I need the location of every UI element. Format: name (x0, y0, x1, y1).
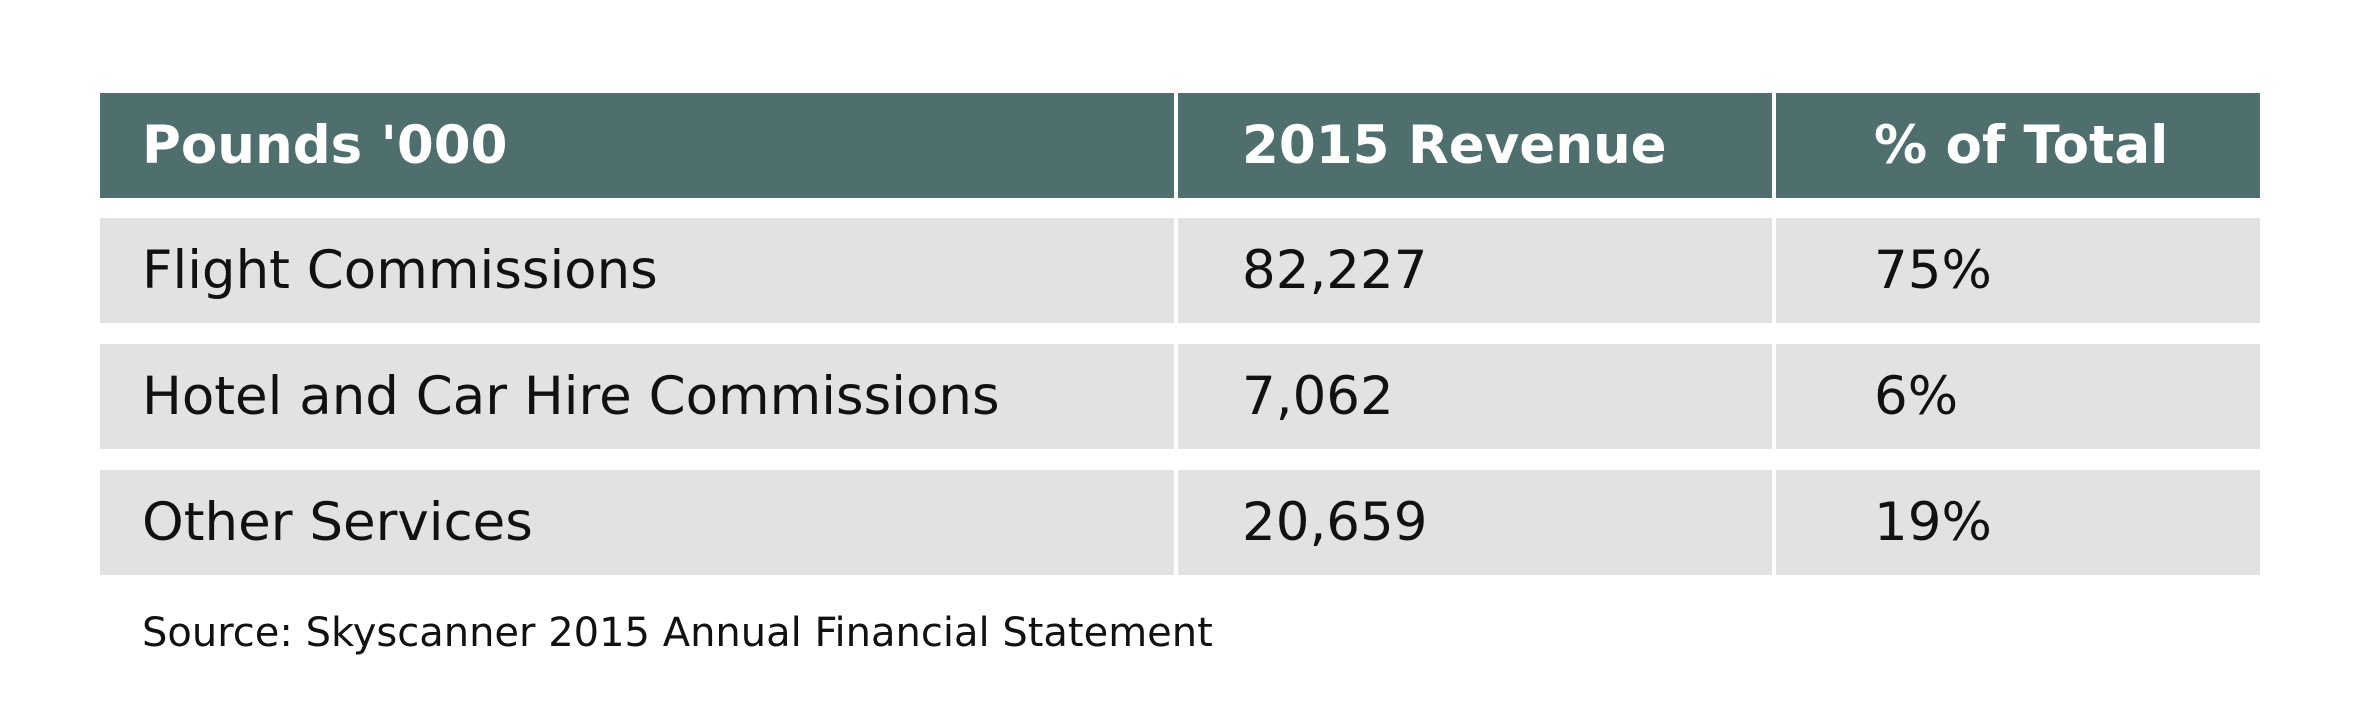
row-label: Hotel and Car Hire Commissions (100, 344, 1174, 449)
column-header-revenue: 2015 Revenue (1178, 93, 1772, 198)
row-share: 19% (1776, 470, 2260, 575)
column-header-pounds: Pounds '000 (100, 93, 1174, 198)
row-label: Other Services (100, 470, 1174, 575)
column-header-share: % of Total (1776, 93, 2260, 198)
source-note: Source: Skyscanner 2015 Annual Financial… (142, 610, 1213, 656)
row-revenue: 82,227 (1178, 218, 1772, 323)
table-row: Other Services 20,659 19% (100, 470, 2260, 575)
row-share: 75% (1776, 218, 2260, 323)
row-label: Flight Commissions (100, 218, 1174, 323)
table-row: Flight Commissions 82,227 75% (100, 218, 2260, 323)
revenue-table: Pounds '000 2015 Revenue % of Total Flig… (100, 93, 2260, 596)
row-revenue: 7,062 (1178, 344, 1772, 449)
row-share: 6% (1776, 344, 2260, 449)
table-row: Hotel and Car Hire Commissions 7,062 6% (100, 344, 2260, 449)
table-header-row: Pounds '000 2015 Revenue % of Total (100, 93, 2260, 198)
row-revenue: 20,659 (1178, 470, 1772, 575)
